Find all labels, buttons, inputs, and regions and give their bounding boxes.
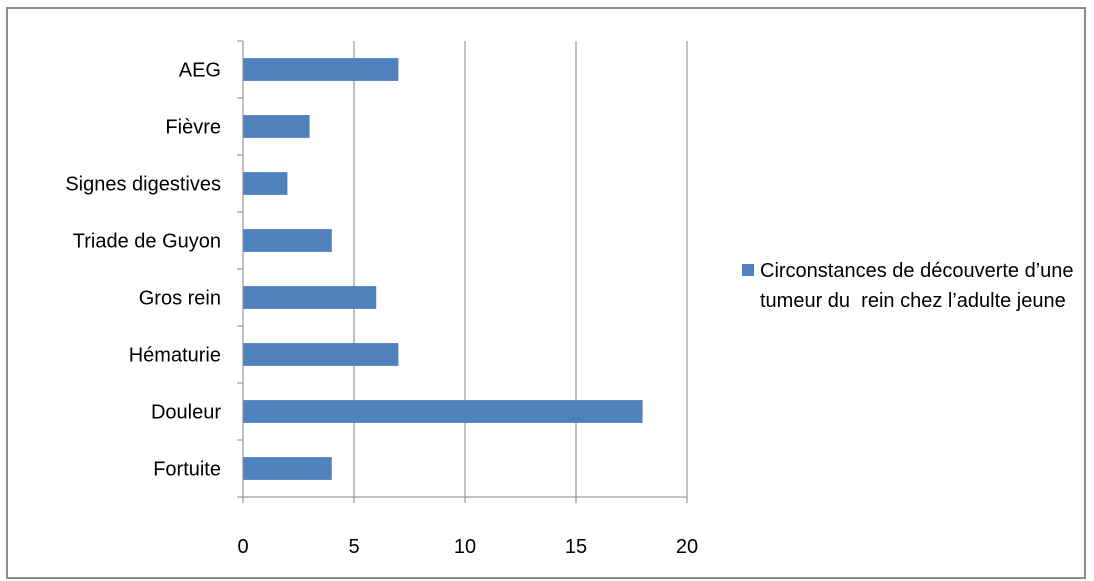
bar [243,172,288,195]
category-label: Gros rein [139,288,221,310]
category-label: Hématurie [129,345,221,367]
category-label: Douleur [151,402,221,424]
bar [243,400,643,423]
category-label: Fortuite [153,459,221,481]
x-tick-label: 15 [565,536,587,558]
legend-label: Circonstances de découverte d’une tumeur… [760,260,1080,312]
x-tick-label: 10 [454,536,476,558]
category-label: AEG [179,60,221,82]
category-label: Fièvre [165,117,221,139]
category-label: Signes digestives [65,174,221,196]
x-tick-label: 0 [237,536,248,558]
labels: AEG Fièvre Signes digestives Triade de Guyo… [65,60,698,559]
bar [243,229,332,252]
x-tick-label: 20 [676,536,698,558]
gridlines [353,41,688,497]
bar [243,457,332,480]
bars [243,58,643,480]
category-label: Triade de Guyon [73,231,221,253]
bar [243,343,399,366]
axes [237,40,688,503]
bar [243,58,399,81]
chart-frame [6,7,1086,579]
legend: Circonstances de découverte d’une tumeur… [742,256,1082,316]
bar [243,286,377,309]
legend-swatch [742,264,754,276]
bar [243,115,310,138]
x-tick-label: 5 [348,536,359,558]
